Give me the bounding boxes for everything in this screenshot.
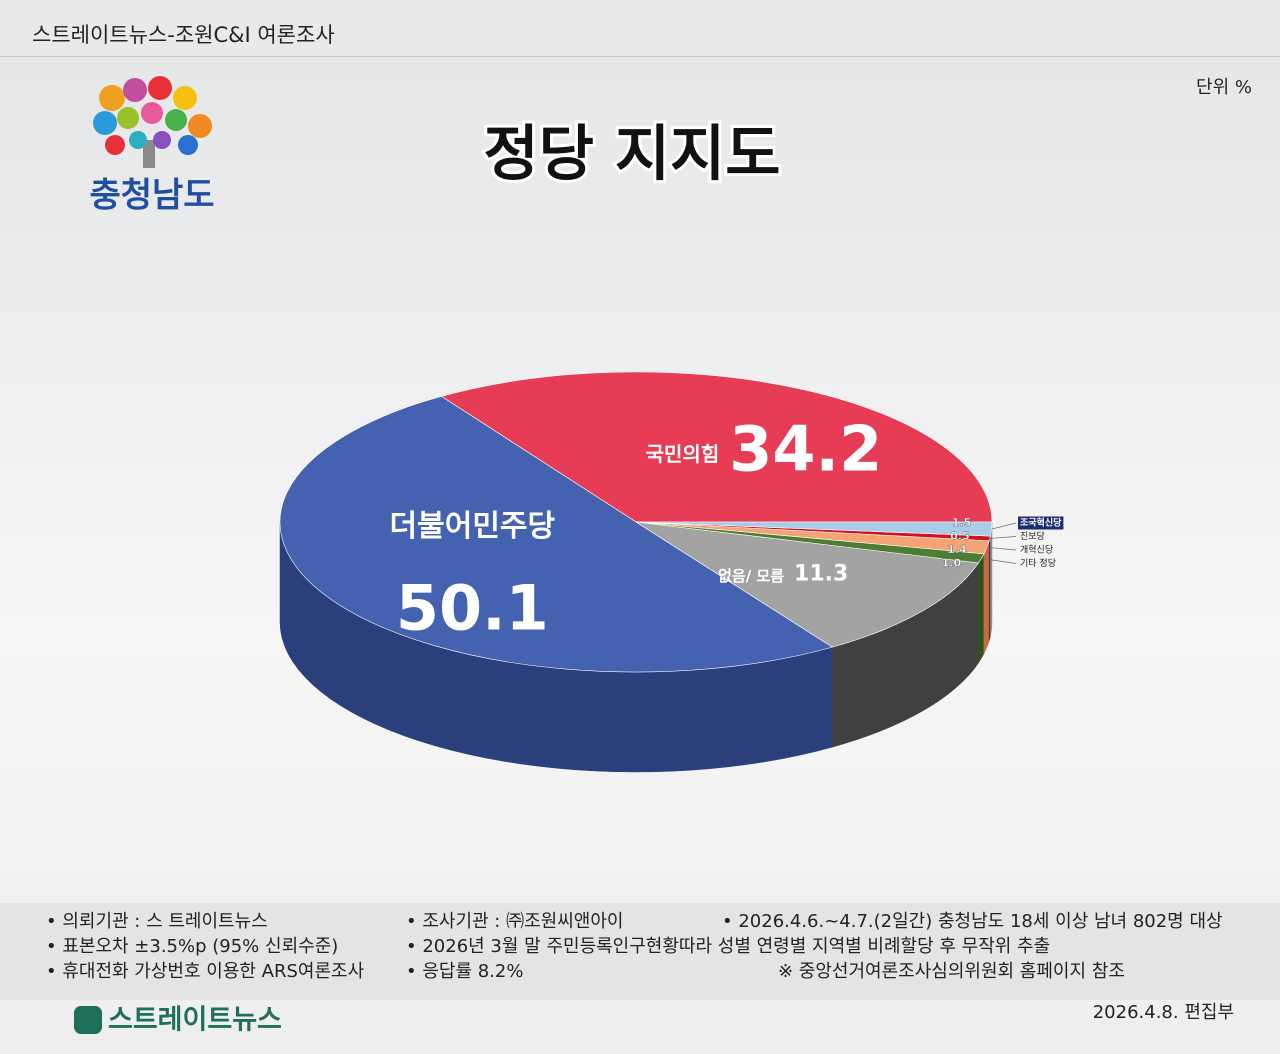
slice [635, 521, 993, 537]
category-label: 국민의힘 [646, 442, 720, 466]
logo-tree [93, 76, 212, 168]
header-bar [0, 0, 1280, 56]
label-box [1018, 516, 1064, 530]
slice-side [983, 540, 990, 654]
slice-side [990, 521, 993, 637]
brand: 스트레이트뉴스 [108, 1005, 282, 1036]
slice-side [978, 553, 985, 664]
leader-line [991, 522, 1017, 530]
category-label: 진보당 [1020, 531, 1045, 542]
pie-chart: 국민의힘 34.2 더불어민주당 50.1 없음/ 모름 11.3 1.5 조국혁신당 0.5 진… [279, 371, 1064, 773]
notes: • 의뢰기관 : 스 트레이트뉴스 • 조사기관 : ㈜조원씨앤아이 • 2026.… [46, 911, 1223, 982]
logo-text: 충청남도 [89, 176, 214, 216]
value-label: 1.4 [947, 543, 967, 556]
category-label: 기타 정당 [1020, 558, 1056, 569]
note: ※ 중앙선거여론조사심의위원회 홈페이지 참조 [778, 961, 1125, 982]
slice [635, 521, 980, 648]
value-label: 1.0 [942, 557, 962, 570]
category-label: 더불어민주당 [390, 509, 556, 544]
notes-box [0, 903, 1280, 1000]
unit: 단위 % [1196, 77, 1252, 98]
category-label: 조국혁신당 [1020, 517, 1062, 529]
note: • 2026년 3월 말 주민등록인구현황따라 성별 연령별 지역별 비례할당 … [406, 936, 1050, 957]
value-label: 1.5 [952, 516, 972, 529]
slice [279, 396, 834, 673]
note: • 휴대전화 가상번호 이용한 ARS여론조사 [46, 961, 365, 982]
brand-icon [74, 1006, 102, 1034]
leader-line [986, 546, 1017, 551]
note: • 응답률 8.2% [406, 961, 523, 982]
leader-line [989, 536, 1017, 539]
chart-title: 정당 지지도 [484, 120, 781, 190]
value-label: 0.5 [950, 530, 970, 543]
category-label: 없음/ 모름 [718, 567, 784, 585]
value-label: 11.3 [794, 562, 848, 587]
note: • 2026.4.6.~4.7.(2일간) 충청남도 18세 이상 남녀 802… [722, 911, 1223, 932]
value-label: 34.2 [729, 413, 882, 486]
date: 2026.4.8. 편집부 [1093, 1002, 1234, 1023]
leader-line [981, 558, 1017, 564]
slice [440, 371, 993, 523]
category-label: 개혁신당 [1020, 545, 1053, 556]
value-label: 50.1 [396, 571, 549, 644]
note: • 의뢰기관 : 스 트레이트뉴스 [46, 911, 268, 932]
note: • 조사기관 : ㈜조원씨앤아이 [406, 911, 623, 932]
source: 스트레이트뉴스-조원C&I 여론조사 [32, 23, 335, 47]
note: • 표본오차 ±3.5%p (95% 신뢰수준) [46, 936, 338, 957]
